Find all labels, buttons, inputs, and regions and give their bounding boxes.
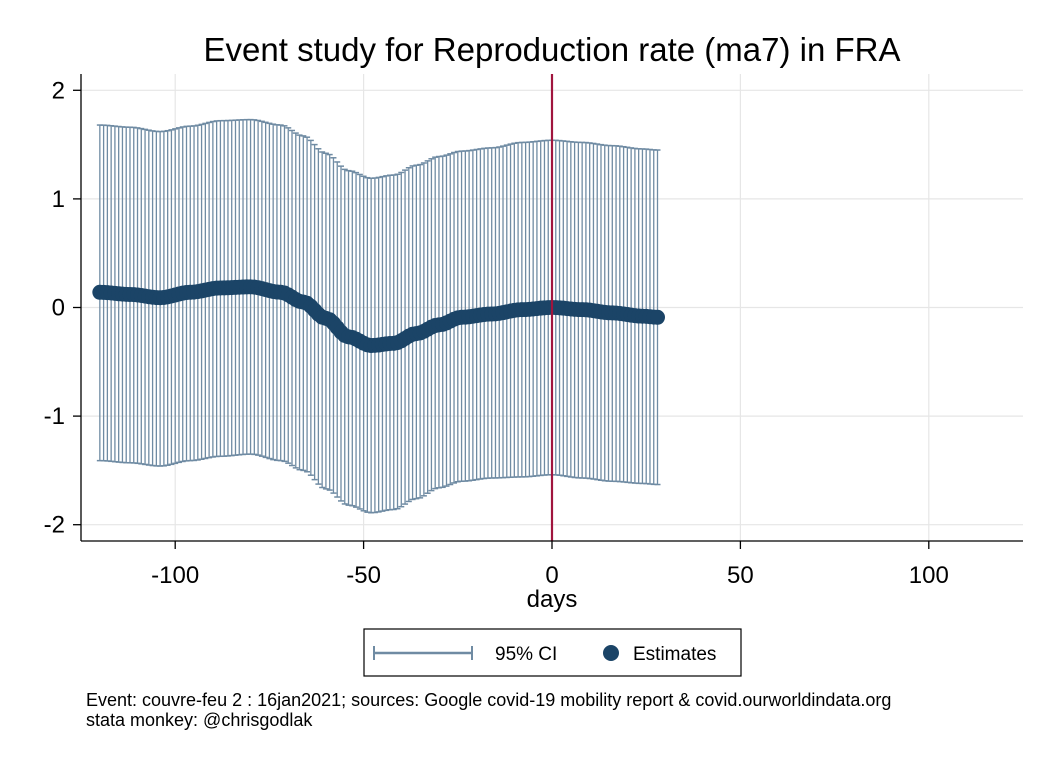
y-tick-label: 2: [52, 77, 65, 104]
legend-ci-symbol: [373, 646, 473, 660]
y-tick-label: 0: [52, 295, 65, 322]
chart-title: Event study for Reproduction rate (ma7) …: [204, 31, 901, 68]
source-note: Event: couvre-feu 2 : 16jan2021; sources…: [86, 690, 892, 710]
estimates-series: [92, 279, 666, 354]
legend: 95% CI Estimates: [363, 628, 742, 677]
legend-ci-label: 95% CI: [495, 644, 557, 665]
y-tick-label: -2: [44, 512, 65, 539]
legend-estimates-label: Estimates: [633, 644, 716, 665]
x-tick-label: -50: [346, 562, 381, 589]
y-tick-label: 1: [52, 186, 65, 213]
legend-estimates-symbol: [603, 645, 619, 661]
author-note: stata monkey: @chrisgodlak: [86, 710, 313, 730]
axes: -100 -50 0 50 100 -2 -1 0 1 2: [44, 74, 1023, 589]
x-tick-label: 100: [909, 562, 949, 589]
estimate-point: [650, 309, 666, 325]
x-axis-label: days: [527, 586, 578, 613]
x-tick-label: 50: [727, 562, 754, 589]
y-tick-label: -1: [44, 403, 65, 430]
x-tick-label: -100: [151, 562, 199, 589]
x-tick-label: 0: [545, 562, 558, 589]
